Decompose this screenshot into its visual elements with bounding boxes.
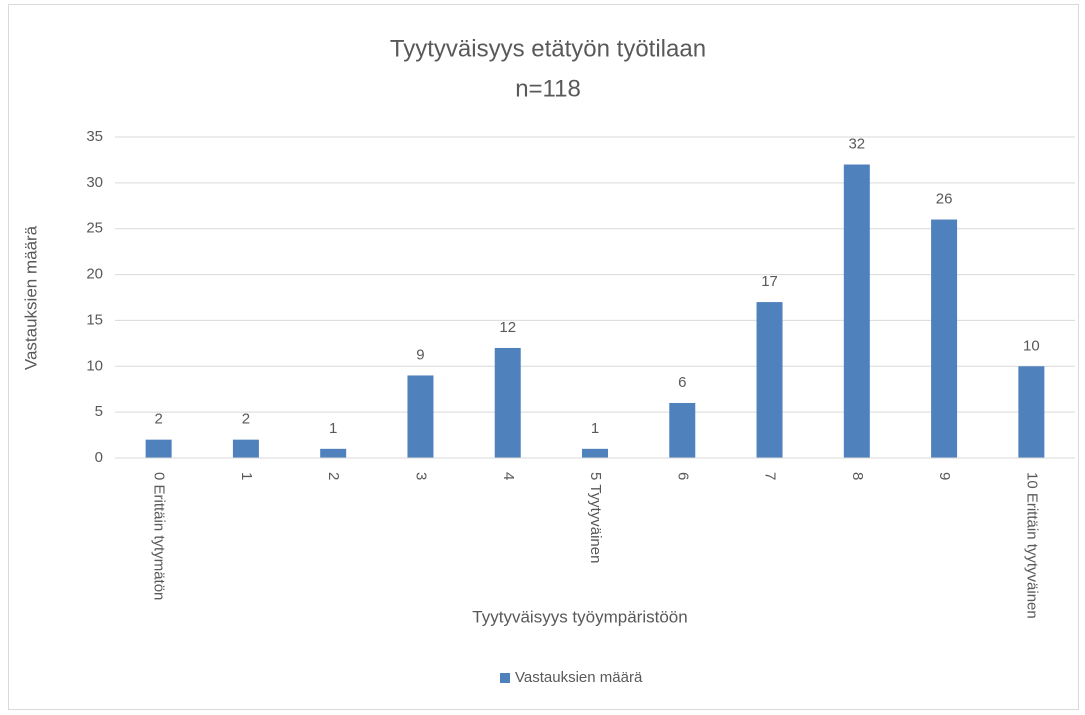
data-label: 10 (1023, 337, 1040, 354)
chart-subtitle: n=118 (515, 75, 581, 102)
bar (494, 347, 521, 458)
data-label: 2 (242, 411, 250, 428)
data-label: 1 (591, 420, 599, 437)
bar (145, 439, 172, 458)
y-tick-label: 25 (86, 220, 103, 237)
data-label: 6 (678, 374, 686, 391)
bar (756, 302, 783, 458)
data-label: 26 (936, 191, 953, 208)
x-tick-label: 7 (762, 472, 779, 480)
data-label: 17 (761, 273, 778, 290)
x-tick-label: 0 Erittäin tytymätön (151, 472, 168, 600)
x-tick-label: 4 (500, 472, 517, 480)
bar (843, 164, 870, 458)
data-label: 32 (848, 135, 865, 152)
y-tick-label: 15 (86, 311, 103, 328)
x-tick-label: 9 (936, 472, 953, 480)
x-tick-label: 5 Tyytyväinen (587, 472, 604, 563)
x-tick-label: 3 (412, 472, 429, 480)
legend-swatch (500, 673, 510, 683)
bar (320, 448, 347, 458)
bar (407, 375, 434, 458)
legend-label: Vastauksien määrä (515, 669, 643, 686)
bar (582, 448, 608, 458)
chart-title: Tyytyväisyys etätyön työtilaan (390, 35, 706, 62)
bar (669, 402, 696, 458)
y-tick-label: 35 (86, 128, 103, 145)
x-axis-title: Tyytyväisyys työympäristöön (472, 607, 687, 626)
y-tick-label: 20 (86, 266, 103, 283)
x-tick-label: 6 (674, 472, 691, 480)
x-tick-label: 2 (325, 472, 342, 480)
data-label: 12 (499, 319, 516, 336)
data-label: 9 (416, 346, 424, 363)
chart-border (8, 4, 1079, 710)
y-tick-label: 0 (95, 449, 103, 466)
data-label: 1 (329, 420, 337, 437)
bar (1018, 366, 1045, 458)
x-tick-label: 10 Erittäin tyytyväinen (1023, 472, 1040, 619)
y-tick-label: 5 (95, 403, 103, 420)
y-tick-label: 10 (86, 357, 103, 374)
x-tick-label: 1 (238, 472, 255, 480)
data-label: 2 (154, 411, 162, 428)
bar (232, 439, 259, 458)
bar (931, 219, 958, 458)
y-axis-title: Vastauksien määrä (21, 225, 40, 370)
y-tick-label: 30 (86, 174, 103, 191)
x-tick-label: 8 (849, 472, 866, 480)
